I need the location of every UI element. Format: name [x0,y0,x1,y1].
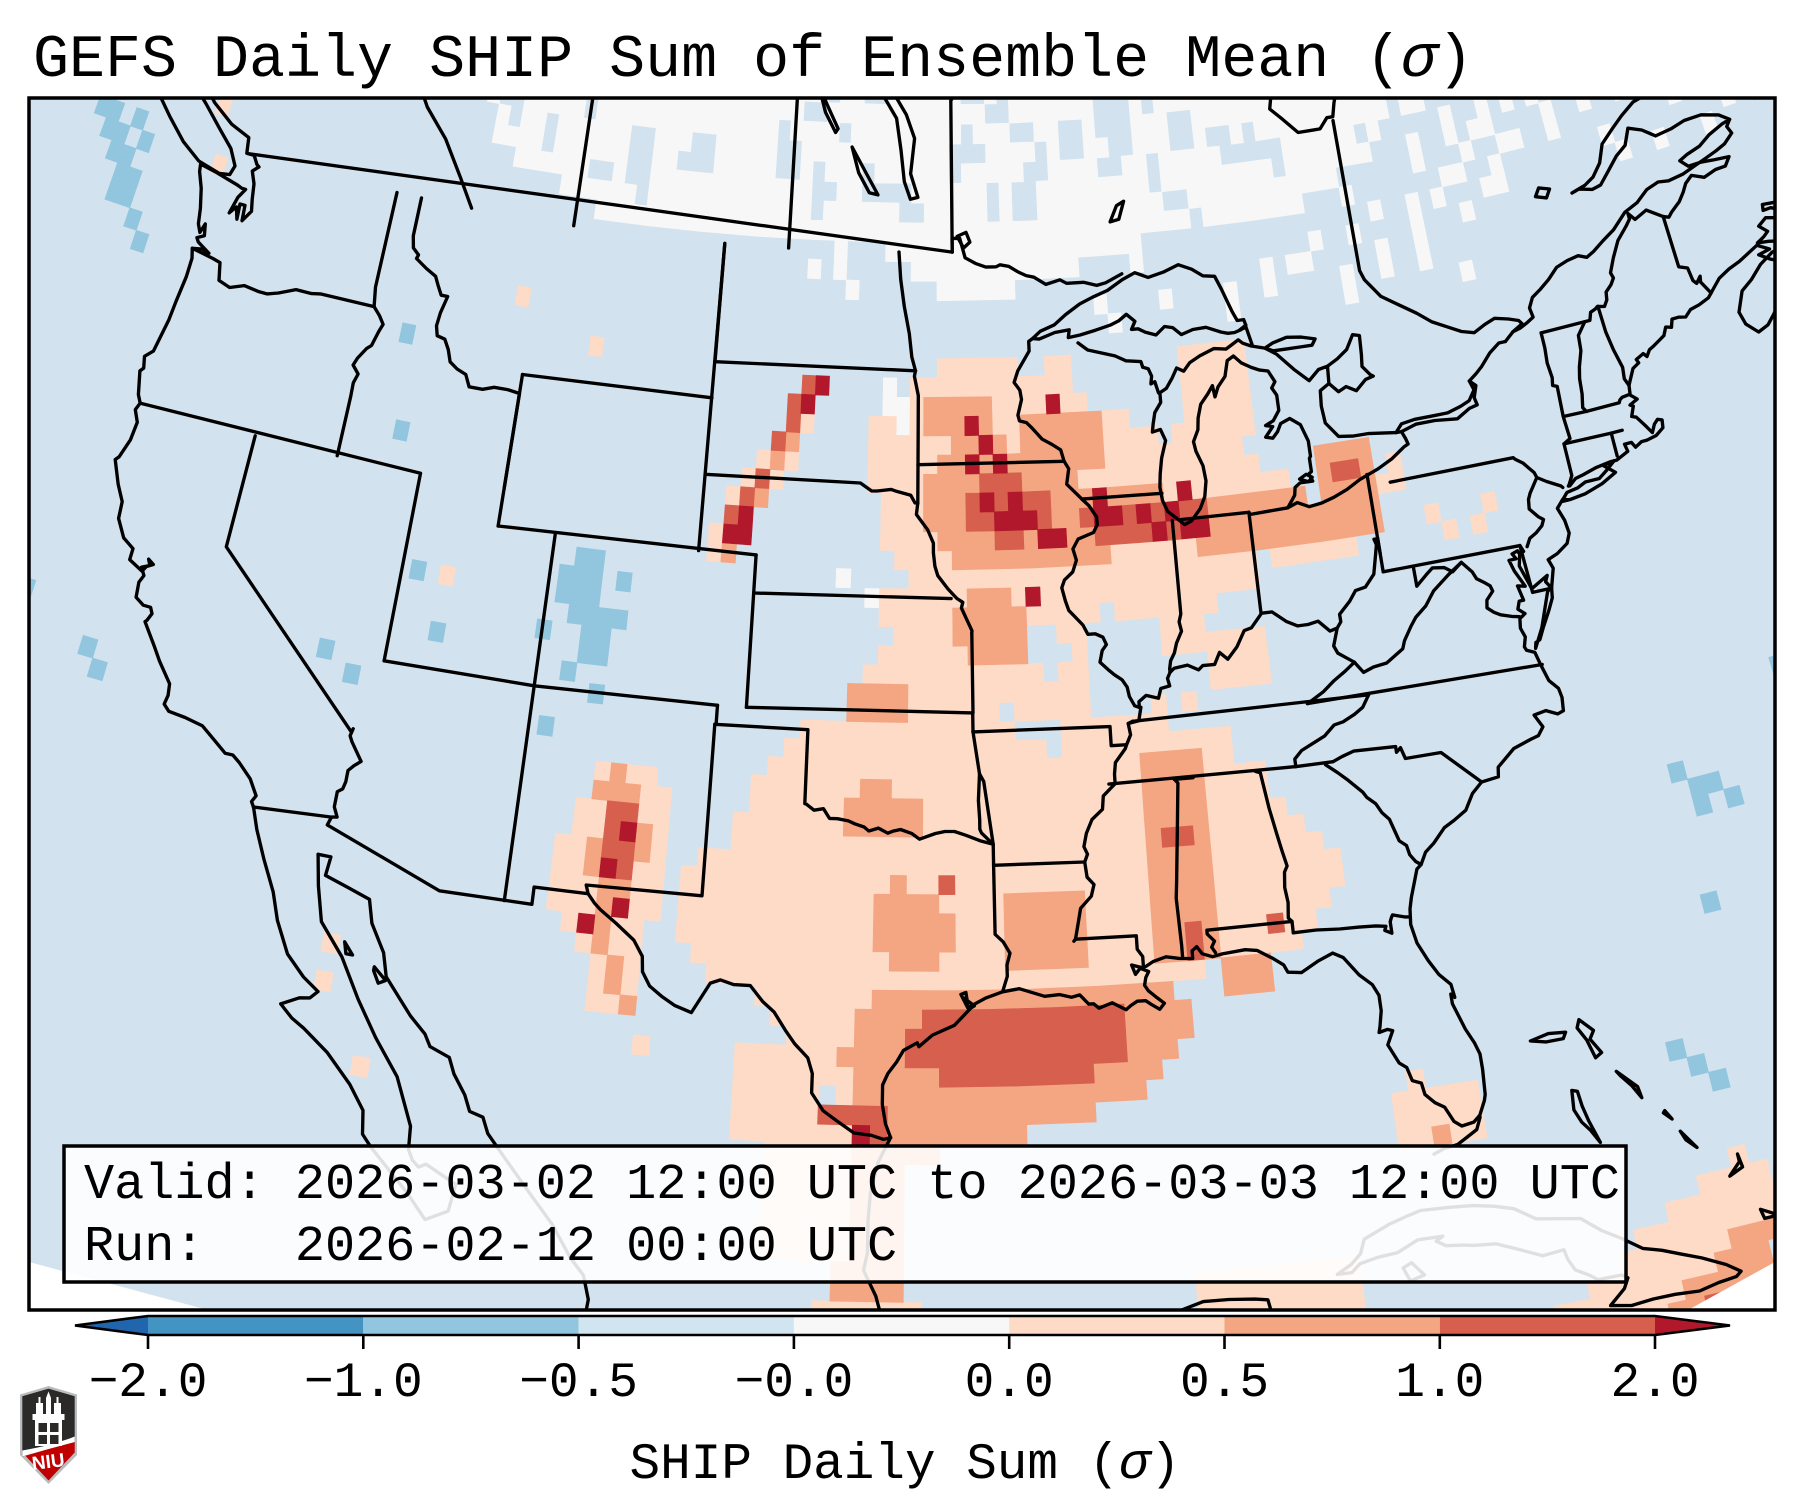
svg-text:1.0: 1.0 [1395,1355,1484,1411]
svg-text:−0.0: −0.0 [734,1355,853,1411]
svg-text:−2.0: −2.0 [89,1355,208,1411]
svg-text:−0.5: −0.5 [519,1355,638,1411]
svg-text:2.0: 2.0 [1610,1355,1699,1411]
svg-text:SHIP Daily Sum (σ): SHIP Daily Sum (σ) [630,1437,1181,1494]
svg-text:0.5: 0.5 [1180,1355,1269,1411]
svg-text:Run: 2026-02-12 00:00 UTC: Run: 2026-02-12 00:00 UTC [84,1219,897,1276]
svg-text:GEFS Daily SHIP Sum of Ensembl: GEFS Daily SHIP Sum of Ensemble Mean (σ) [33,27,1473,95]
svg-text:NIU: NIU [31,1450,66,1475]
svg-text:−1.0: −1.0 [304,1355,423,1411]
svg-text:Valid: 2026-03-02 12:00 UTC to: Valid: 2026-03-02 12:00 UTC to 2026-03-0… [84,1157,1620,1214]
svg-text:0.0: 0.0 [965,1355,1054,1411]
